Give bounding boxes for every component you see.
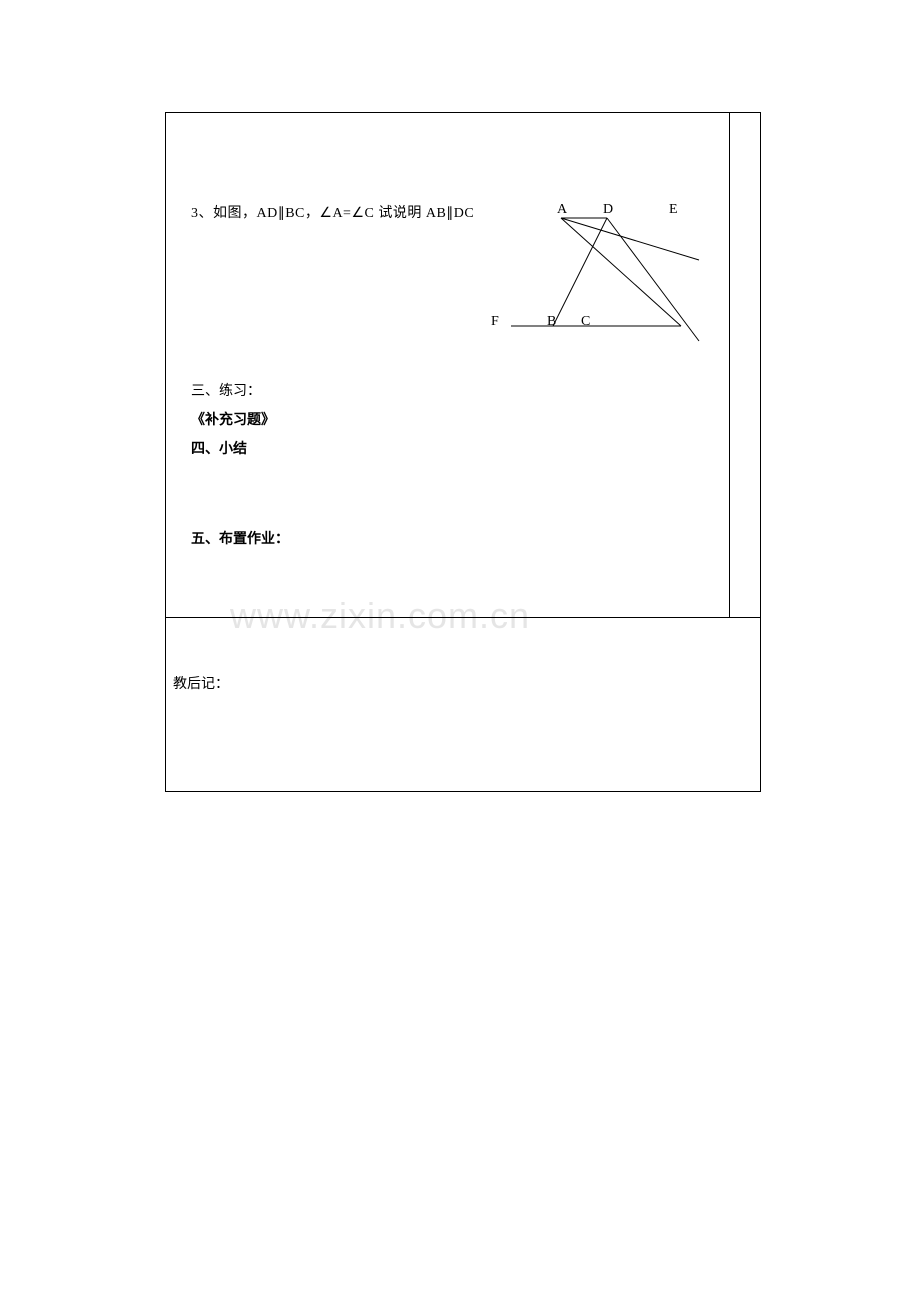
line-D-right bbox=[607, 218, 699, 341]
postscript-label: 教后记： bbox=[173, 673, 229, 693]
line-A-rightbottom bbox=[561, 218, 681, 326]
supplement-text: 《补充习题》 bbox=[191, 409, 275, 429]
section-four-heading: 四、小结 bbox=[191, 438, 247, 458]
problem-statement: 3、如图，AD∥BC，∠A=∠C 试说明 AB∥DC bbox=[191, 202, 474, 222]
vertex-label-A: A bbox=[557, 202, 567, 218]
vertex-label-F: F bbox=[491, 314, 499, 330]
section-three-heading: 三、练习： bbox=[191, 380, 261, 400]
postscript-cell: 教后记： bbox=[166, 618, 761, 792]
line-AE bbox=[561, 218, 699, 260]
vertex-label-E: E bbox=[669, 202, 678, 218]
vertex-label-C: C bbox=[581, 314, 590, 330]
vertex-label-D: D bbox=[603, 202, 613, 218]
geometry-diagram: A D E F B C bbox=[481, 188, 721, 328]
vertex-label-B: B bbox=[547, 314, 556, 330]
line-DB bbox=[553, 218, 607, 326]
right-margin-cell bbox=[730, 113, 761, 618]
section-five-heading: 五、布置作业： bbox=[191, 528, 289, 548]
diagram-svg bbox=[481, 188, 721, 358]
main-content-cell: 3、如图，AD∥BC，∠A=∠C 试说明 AB∥DC A D E F B C 三… bbox=[166, 113, 730, 618]
document-table: 3、如图，AD∥BC，∠A=∠C 试说明 AB∥DC A D E F B C 三… bbox=[165, 112, 761, 792]
